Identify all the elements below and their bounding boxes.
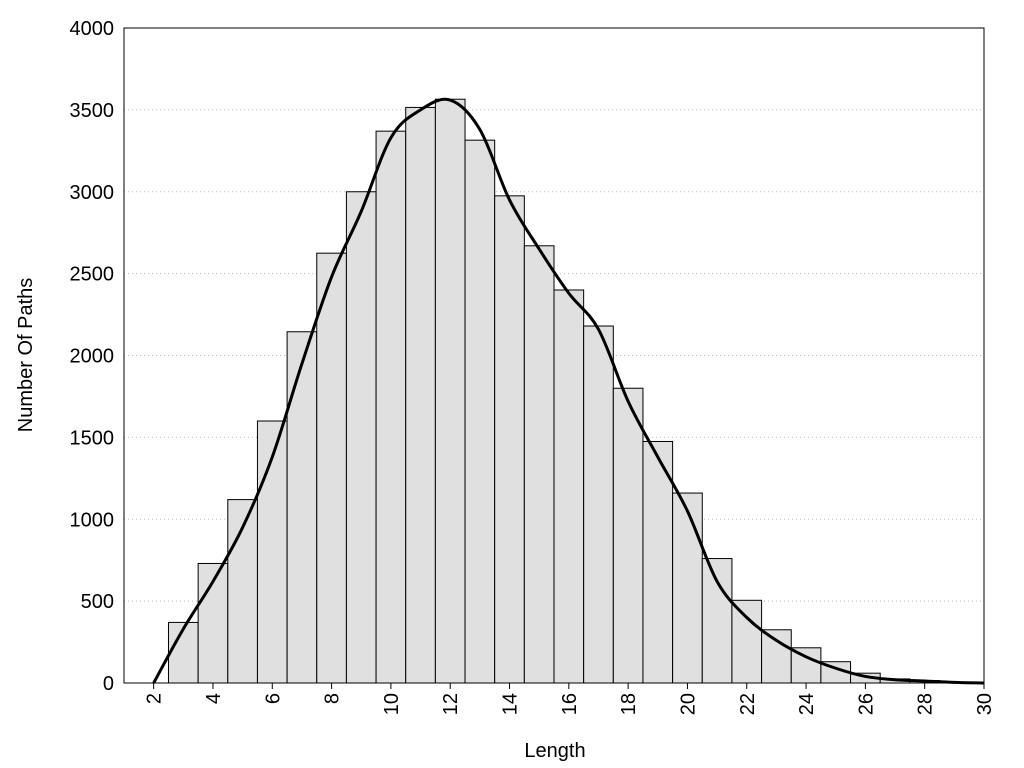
x-tick-label: 2 [144,693,166,704]
bar [672,492,703,684]
x-tick-label: 26 [855,693,877,715]
bar [790,647,822,684]
bar [553,289,585,684]
x-tick-label: 8 [322,693,344,704]
bar [405,106,436,684]
bar [375,130,407,684]
y-tick-label: 500 [81,591,114,613]
x-tick-label: 24 [796,693,818,715]
x-tick-label: 14 [500,693,522,715]
y-tick-label: 3500 [70,100,115,122]
y-tick-label: 0 [103,673,114,695]
bar [523,245,555,684]
y-tick-label: 4000 [70,18,115,40]
bar [731,599,763,684]
x-tick-label: 6 [262,693,284,704]
bar [612,387,644,684]
x-tick-label: 16 [559,693,581,715]
x-tick-label: 28 [915,693,937,715]
bar [345,191,377,684]
bar [256,420,288,684]
bar [464,139,496,684]
plot-frame [123,27,985,684]
x-tick-label: 12 [440,693,462,715]
bar [583,325,614,684]
x-tick-label: 30 [974,693,996,715]
x-axis-label: Length [524,740,585,762]
bar [316,252,347,684]
x-tick-label: 20 [677,693,699,715]
y-tick-label: 2500 [70,264,115,286]
y-tick-label: 2000 [70,346,115,368]
y-tick-label: 1000 [70,509,115,531]
x-tick-label: 10 [381,693,403,715]
bar [494,195,525,684]
y-tick-label: 1500 [70,427,115,449]
bar [761,629,792,684]
bar [434,98,466,684]
x-tick-label: 22 [737,693,759,715]
bar [286,331,318,684]
bar [701,558,733,684]
curve [152,97,985,685]
x-tick-label: 18 [618,693,640,715]
y-tick-label: 3000 [70,182,115,204]
y-axis-label: Number Of Paths [15,278,37,433]
x-tick-label: 4 [203,693,225,704]
